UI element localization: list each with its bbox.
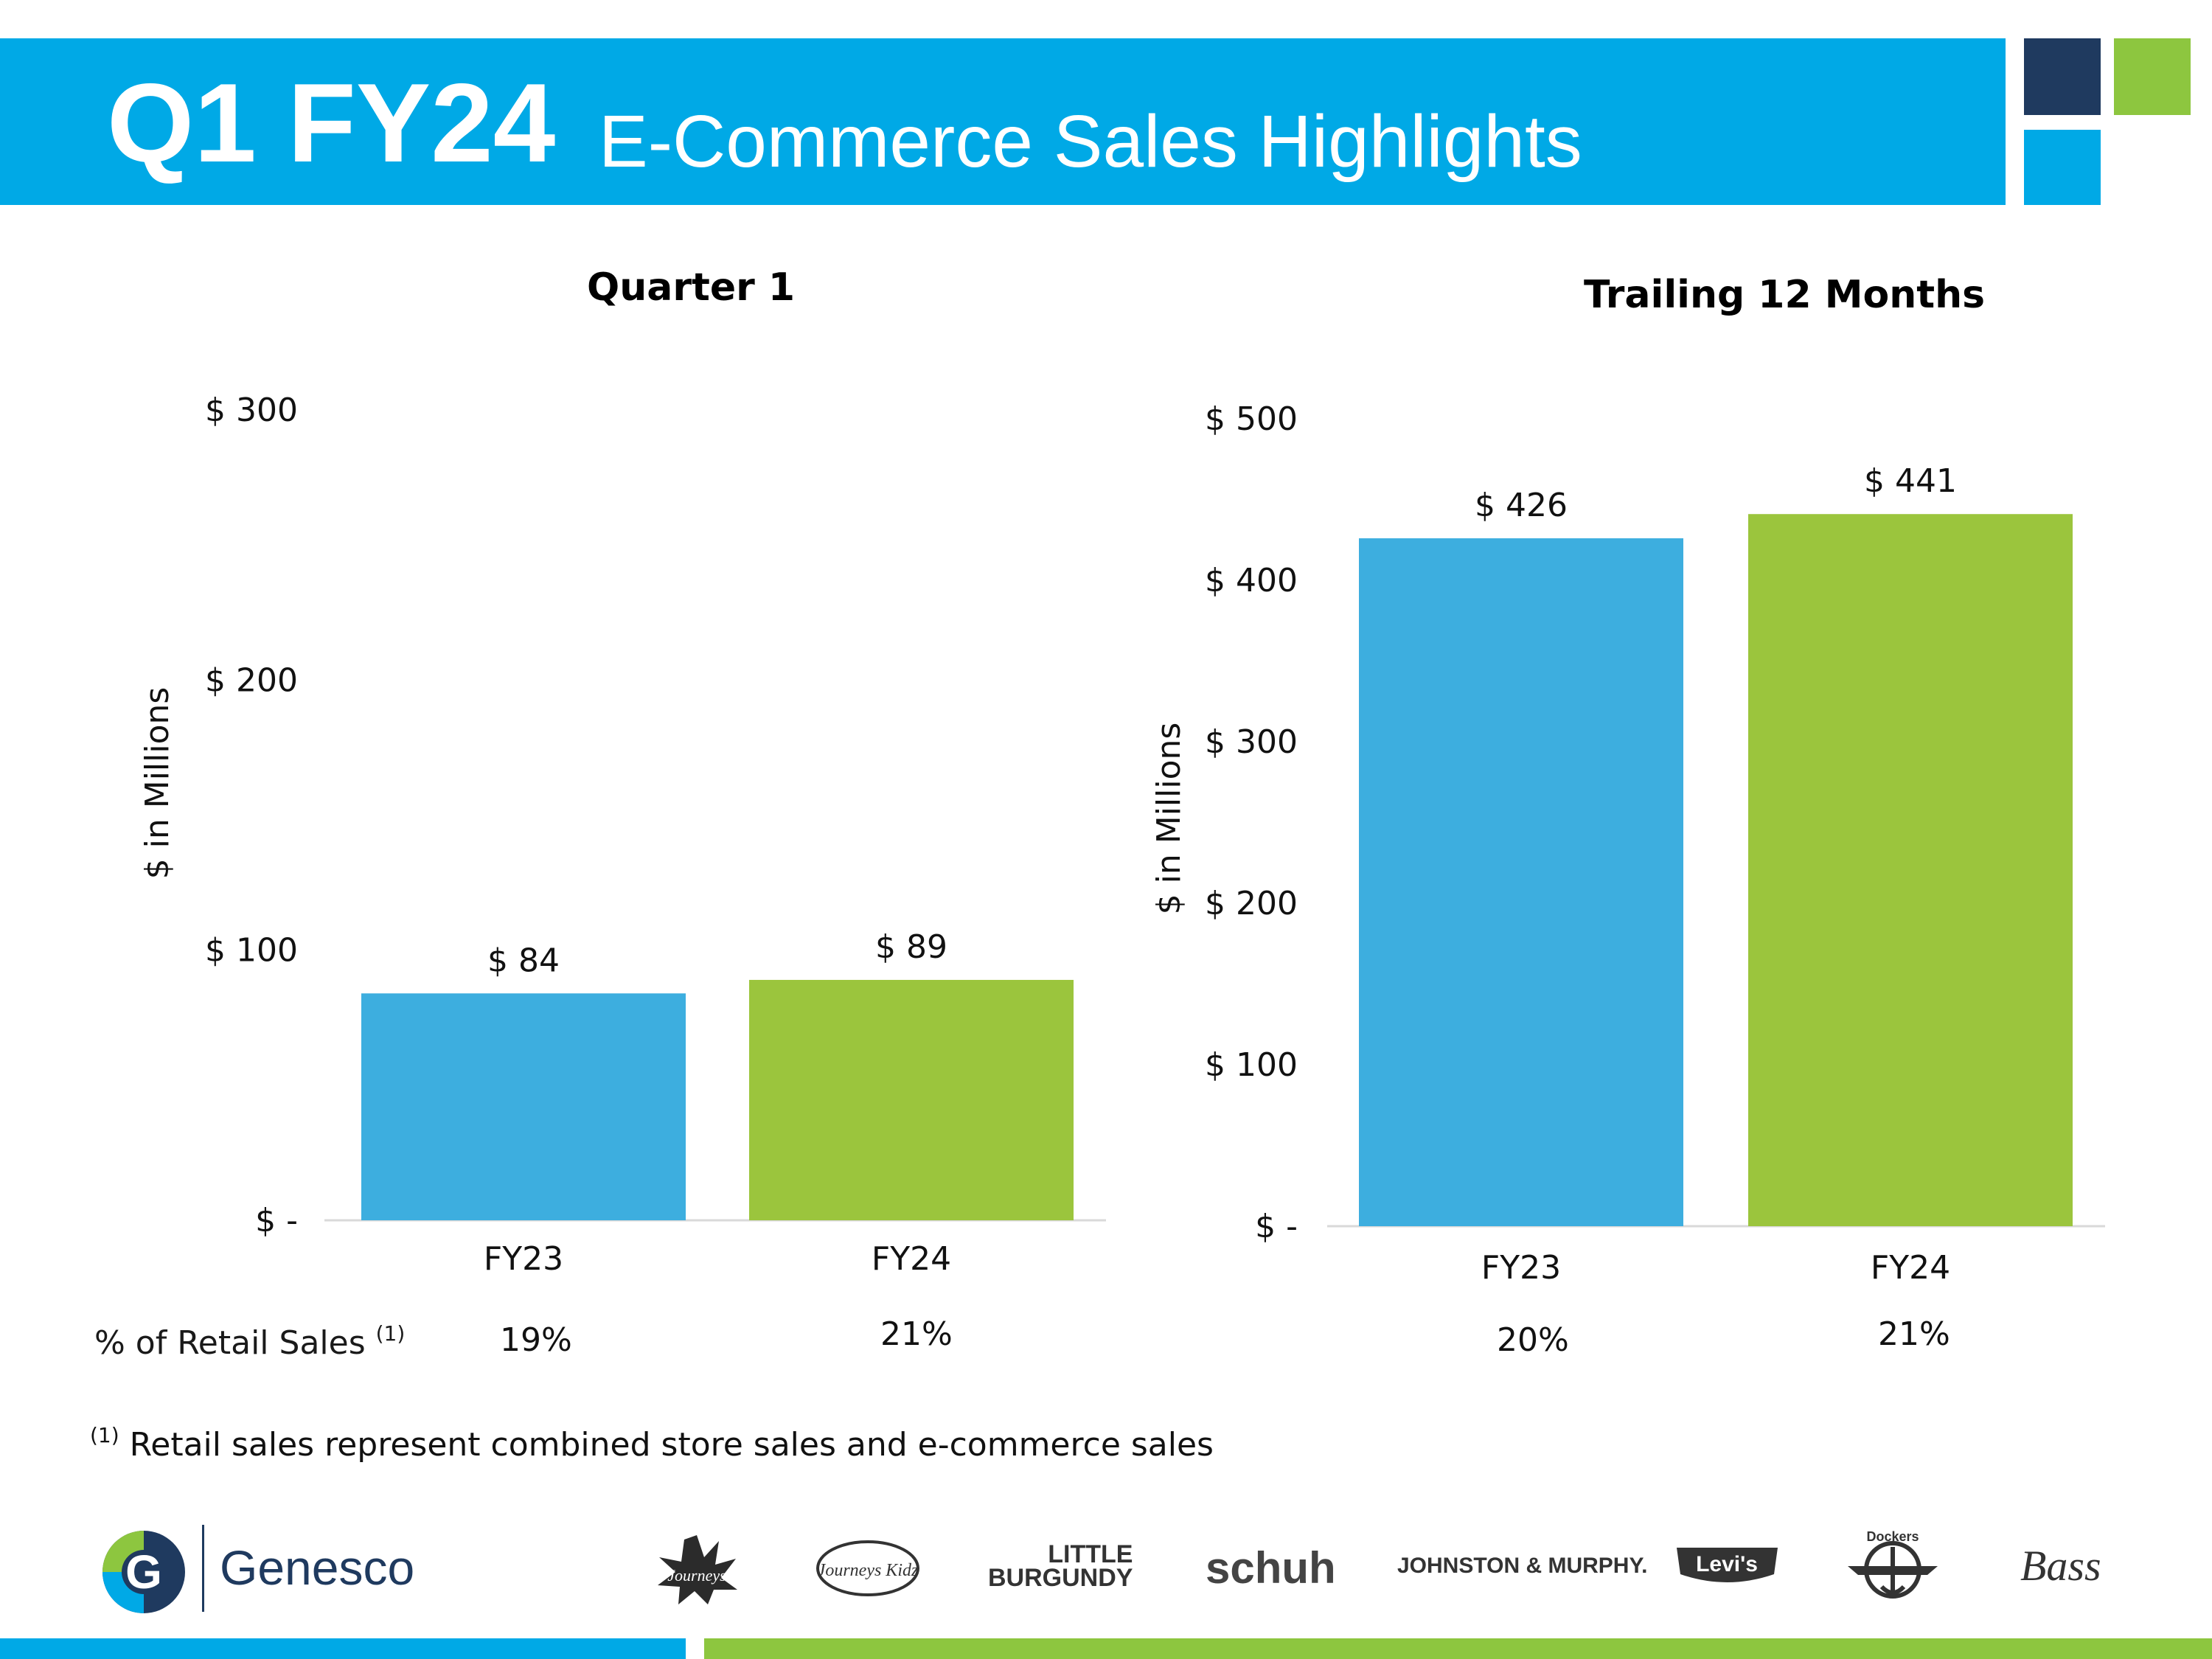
- svg-text:Dockers: Dockers: [1866, 1529, 1919, 1544]
- page-title: Q1 FY24: [107, 60, 556, 186]
- chart0-bar-fy24: [749, 979, 1074, 1220]
- chart1-ytick-label: $ -: [1255, 1208, 1298, 1245]
- charts-canvas: $ - $ 100 $ 200 $ 300 $ in Millions $ 84 FY23 $…: [139, 392, 2105, 1287]
- journeys-kidz-logo-icon: Journeys Kidz: [816, 1540, 919, 1596]
- chart-title-quarter: Quarter 1: [587, 265, 796, 310]
- decor-square-navy: [2024, 38, 2101, 115]
- chart1-category-label: FY24: [1871, 1249, 1950, 1287]
- journeys-logo-icon: Journeys: [658, 1535, 737, 1604]
- chart1-bar-fy24: [1748, 514, 2073, 1226]
- decor-square-blue: [2024, 130, 2101, 205]
- page-subtitle: E-Commerce Sales Highlights: [599, 100, 1582, 183]
- chart-title-ttm: Trailing 12 Months: [1584, 273, 1986, 317]
- logo-separator: [202, 1525, 204, 1612]
- svg-text:Journeys Kidz: Journeys Kidz: [818, 1561, 919, 1580]
- svg-text:G: G: [125, 1545, 162, 1599]
- chart1-ytick-label: $ 300: [1205, 723, 1298, 761]
- svg-text:Journeys: Journeys: [667, 1566, 726, 1585]
- footer-bar-green: [704, 1638, 2212, 1659]
- chart0-category-label: FY23: [484, 1240, 563, 1278]
- genesco-logo-text: Genesco: [220, 1540, 415, 1595]
- chart1-ytick-label: $ 500: [1205, 400, 1298, 438]
- schuh-logo: schuh: [1206, 1543, 1336, 1593]
- chart1-ytick-label: $ 100: [1205, 1046, 1298, 1084]
- svg-text:Levi's: Levi's: [1696, 1552, 1758, 1576]
- chart1-ytick-label: $ 200: [1205, 885, 1298, 922]
- chart1-bar-fy23: [1359, 538, 1683, 1226]
- dockers-logo-icon: Dockers: [1848, 1529, 1938, 1599]
- chart0-category-label: FY24: [872, 1240, 951, 1278]
- little-burgundy-logo: LITTLE BURGUNDY: [988, 1540, 1133, 1592]
- chart0-bar-label: $ 84: [487, 942, 560, 979]
- chart1-ytick-label: $ 400: [1205, 562, 1298, 599]
- pct-ttm-fy23: 20%: [1497, 1321, 1569, 1359]
- chart1-bar-label: $ 441: [1864, 462, 1957, 500]
- pct-q1-fy24: 21%: [880, 1315, 953, 1353]
- chart0-ytick-label: $ 300: [205, 392, 298, 429]
- decor-square-green: [2114, 38, 2191, 115]
- chart0-ytick-label: $ 100: [205, 932, 298, 970]
- chart1-bar-label: $ 426: [1475, 487, 1568, 524]
- footnote: (1) Retail sales represent combined stor…: [90, 1423, 1214, 1464]
- chart1-category-label: FY23: [1481, 1249, 1561, 1287]
- genesco-logo-icon: G: [102, 1531, 185, 1613]
- header-bar: [0, 38, 2006, 205]
- chart0-bar-label: $ 89: [875, 928, 947, 966]
- chart0-ytick-label: $ 200: [205, 661, 298, 699]
- levis-logo-icon: Levi's: [1677, 1548, 1778, 1582]
- chart1-y-axis-label: $ in Millions: [1150, 723, 1188, 915]
- chart0-y-axis-label: $ in Millions: [139, 687, 176, 880]
- pct-row-label: % of Retail Sales (1): [94, 1321, 406, 1362]
- pct-ttm-fy24: 21%: [1878, 1315, 1950, 1353]
- johnston-murphy-logo: JOHNSTON & MURPHY.: [1397, 1554, 1648, 1578]
- pct-q1-fy23: 19%: [500, 1321, 572, 1359]
- footer-bar-blue: [0, 1638, 686, 1659]
- chart0-bar-fy23: [361, 993, 686, 1220]
- bass-logo: Bass: [2020, 1542, 2101, 1590]
- chart0-ytick-label: $ -: [255, 1202, 298, 1239]
